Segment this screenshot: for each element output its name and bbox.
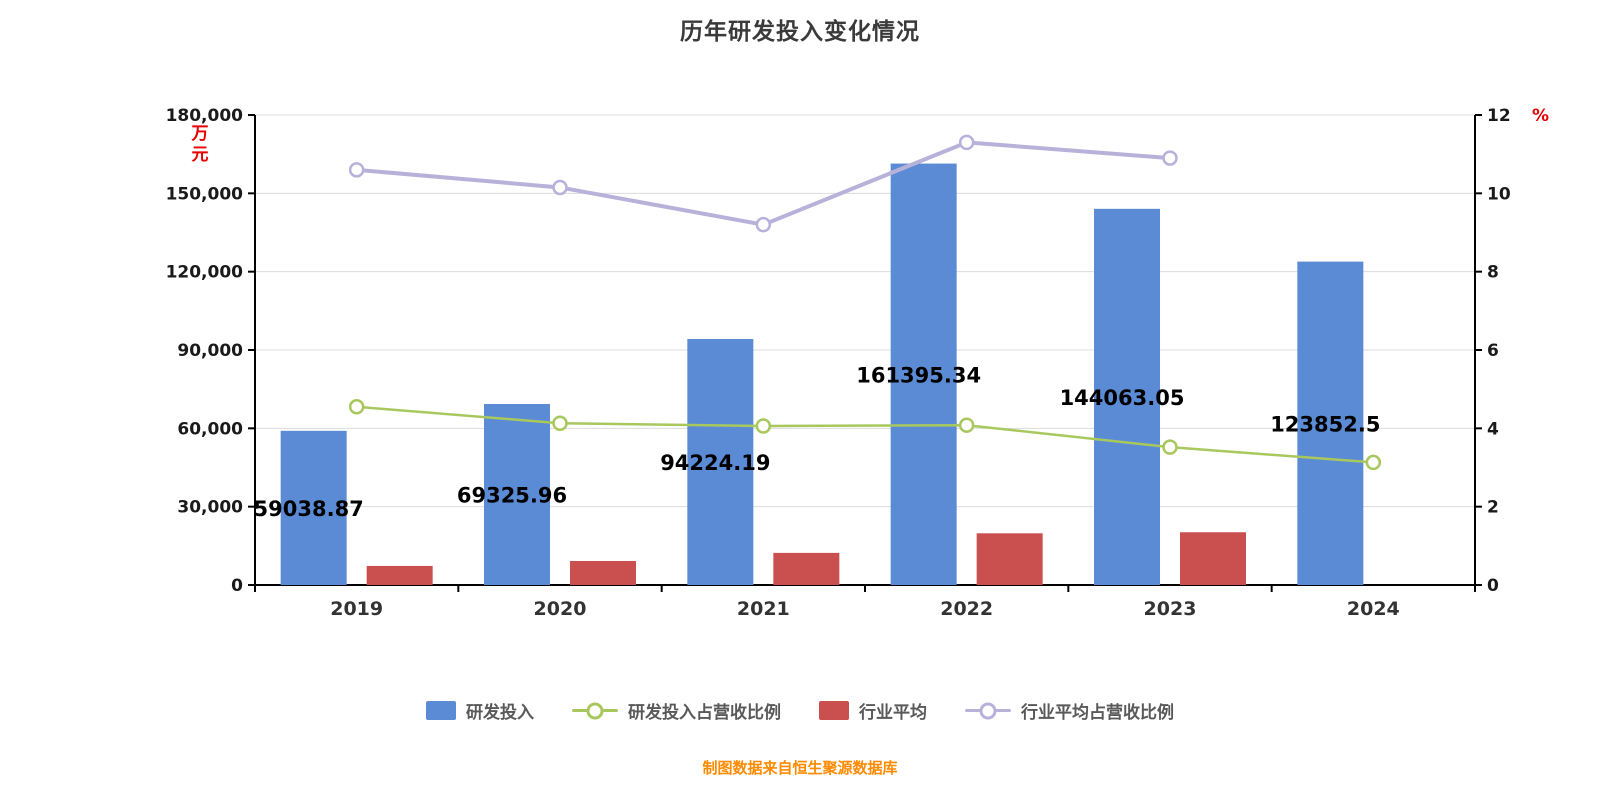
legend-label: 行业平均占营收比例 xyxy=(1021,703,1174,723)
line-line-rd-ratio xyxy=(355,405,1375,464)
bar-value-label-2023: 144063.05 xyxy=(1060,386,1185,410)
right-axis-tick-label: 6 xyxy=(1487,341,1499,361)
bar-rd-2019 xyxy=(280,430,347,585)
x-axis-year-label: 2023 xyxy=(1144,598,1197,620)
marker-line-rd-ratio-2021 xyxy=(755,418,772,434)
bar-rd-2024 xyxy=(1297,261,1364,585)
marker-line-industry-ratio-2021 xyxy=(755,216,772,233)
right-axis-unit-label: % xyxy=(1532,106,1549,126)
bar-value-label-2020: 69325.96 xyxy=(457,483,567,507)
left-axis-tick-label: 120,000 xyxy=(166,263,244,283)
x-axis-year-label: 2024 xyxy=(1347,598,1400,620)
legend: 研发投入 研发投入占营收比例 行业平均 行业平均占营收比例 xyxy=(0,698,1600,723)
bar-value-label-2024: 123852.5 xyxy=(1270,412,1380,436)
legend-item-bar-rd[interactable]: 研发投入 xyxy=(426,698,534,723)
x-axis-year-label: 2019 xyxy=(330,598,383,620)
left-axis-tick-label: 30,000 xyxy=(177,498,243,518)
right-axis-tick-label: 0 xyxy=(1487,576,1499,596)
legend-bar-swatch xyxy=(426,701,456,720)
right-axis-tick-label: 2 xyxy=(1487,498,1499,518)
marker-line-rd-ratio-2024 xyxy=(1365,454,1382,471)
source-note: 制图数据来自恒生聚源数据库 xyxy=(702,759,898,777)
bar-value-label-2021: 94224.19 xyxy=(660,451,770,475)
x-axis-year-label: 2022 xyxy=(940,598,993,620)
left-axis-tick-label: 180,000 xyxy=(166,106,244,126)
marker-line-industry-ratio-2022 xyxy=(958,134,975,151)
legend-item-line-rd-ratio[interactable]: 研发投入占营收比例 xyxy=(572,698,781,723)
marker-line-industry-ratio-2023 xyxy=(1162,150,1178,166)
bar-rd-2021 xyxy=(687,338,754,585)
bar-value-label-2019: 59038.87 xyxy=(254,497,364,521)
bar-industry-2019 xyxy=(366,565,433,585)
legend-bar-swatch xyxy=(819,701,849,720)
left-axis-tick-label: 90,000 xyxy=(177,341,243,361)
marker-line-industry-ratio-2020 xyxy=(552,179,568,196)
left-axis-tick-label: 150,000 xyxy=(166,184,244,204)
bar-rd-2023 xyxy=(1094,208,1160,585)
x-axis-year-label: 2020 xyxy=(534,598,587,620)
bar-industry-2021 xyxy=(773,552,840,585)
x-axis-year-label: 2021 xyxy=(737,598,790,620)
legend-label: 行业平均 xyxy=(859,703,927,723)
right-axis-tick-label: 12 xyxy=(1487,106,1511,126)
legend-line-marker xyxy=(965,702,1011,719)
bar-industry-2022 xyxy=(976,533,1043,585)
bar-industry-2020 xyxy=(570,560,636,585)
legend-item-bar-industry[interactable]: 行业平均 xyxy=(819,698,927,723)
bar-industry-2023 xyxy=(1180,532,1246,585)
marker-line-rd-ratio-2022 xyxy=(958,417,975,433)
left-axis-unit-label: 元 xyxy=(192,145,209,165)
marker-line-industry-ratio-2019 xyxy=(348,162,365,178)
line-line-industry-ratio xyxy=(354,140,1172,227)
marker-line-rd-ratio-2019 xyxy=(348,399,365,415)
chart-title: 历年研发投入变化情况 xyxy=(680,19,920,45)
legend-line-marker xyxy=(572,702,618,719)
right-axis-tick-label: 4 xyxy=(1487,419,1499,439)
left-axis-unit-label: 万 xyxy=(191,124,209,144)
left-axis-tick-label: 0 xyxy=(231,576,243,596)
bar-value-label-2022: 161395.34 xyxy=(856,363,981,387)
right-axis-tick-label: 10 xyxy=(1487,184,1511,204)
marker-line-rd-ratio-2023 xyxy=(1162,439,1178,455)
legend-label: 研发投入 xyxy=(466,703,534,723)
bar-rd-2022 xyxy=(890,163,957,585)
left-axis-tick-label: 60,000 xyxy=(177,419,243,439)
legend-label: 研发投入占营收比例 xyxy=(628,703,781,723)
legend-item-line-industry-ratio[interactable]: 行业平均占营收比例 xyxy=(965,698,1174,723)
bar-rd-2020 xyxy=(484,403,550,585)
right-axis-tick-label: 8 xyxy=(1487,263,1499,283)
marker-line-rd-ratio-2020 xyxy=(552,415,568,431)
